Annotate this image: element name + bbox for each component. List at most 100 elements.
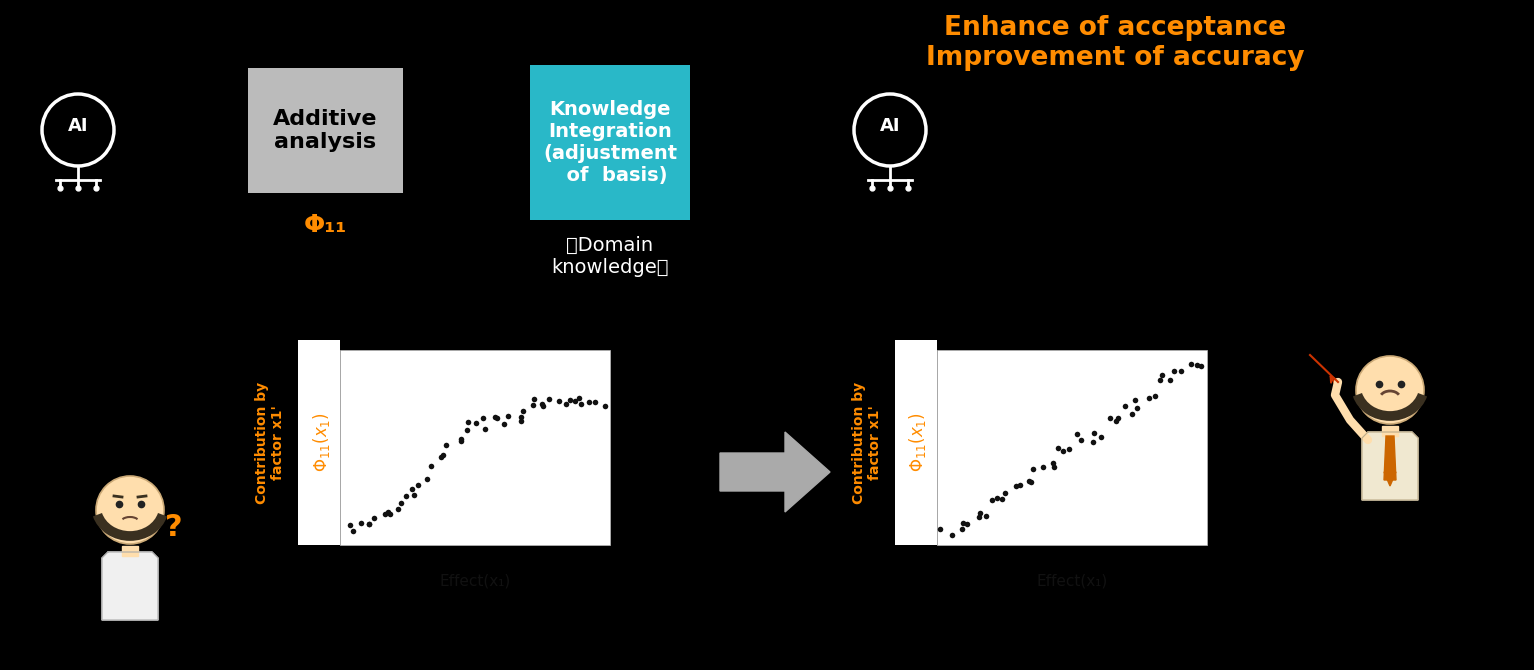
Point <box>454 425 479 436</box>
Text: Additive
analysis: Additive analysis <box>273 109 377 152</box>
Point <box>1150 369 1175 380</box>
Point <box>448 433 472 444</box>
Point <box>377 509 402 520</box>
Polygon shape <box>1384 472 1396 486</box>
Point <box>537 394 561 405</box>
Text: 【Domain
knowledge】: 【Domain knowledge】 <box>551 236 669 277</box>
Point <box>577 397 601 407</box>
Point <box>1081 427 1106 438</box>
Point <box>554 398 578 409</box>
Text: AI: AI <box>881 117 900 135</box>
Point <box>356 519 380 529</box>
Point <box>1112 401 1137 411</box>
Point <box>456 416 480 427</box>
Point <box>483 411 508 422</box>
Point <box>1003 480 1028 491</box>
Point <box>980 494 1005 505</box>
Point <box>387 504 411 515</box>
Circle shape <box>97 476 164 544</box>
Point <box>373 509 397 519</box>
Point <box>568 393 592 403</box>
Text: $\Phi_{11}(x_1)$: $\Phi_{11}(x_1)$ <box>908 413 928 472</box>
Polygon shape <box>1362 432 1417 500</box>
Point <box>1031 462 1055 472</box>
Point <box>407 480 431 490</box>
Text: Knowledge
Integration
(adjustment
  of  basis): Knowledge Integration (adjustment of bas… <box>543 100 676 185</box>
Point <box>563 396 588 407</box>
Point <box>341 525 365 536</box>
Point <box>992 488 1017 498</box>
Point <box>1178 358 1203 369</box>
Point <box>989 494 1014 505</box>
Point <box>416 474 440 484</box>
FancyBboxPatch shape <box>249 68 403 193</box>
Point <box>419 460 443 471</box>
Point <box>1098 413 1123 423</box>
Point <box>362 512 387 523</box>
Point <box>388 497 413 508</box>
Point <box>485 413 509 423</box>
Point <box>1081 436 1106 447</box>
Point <box>472 423 497 434</box>
Text: Contribution by
factor x1': Contribution by factor x1' <box>255 381 285 504</box>
Point <box>471 413 495 423</box>
Point <box>1124 403 1149 413</box>
Point <box>1019 477 1043 488</box>
Point <box>1089 432 1114 443</box>
Point <box>400 483 425 494</box>
Point <box>939 530 963 541</box>
Point <box>1046 443 1071 454</box>
FancyBboxPatch shape <box>894 340 937 545</box>
Point <box>1042 461 1066 472</box>
Polygon shape <box>1382 426 1397 436</box>
Point <box>531 400 555 411</box>
Point <box>928 524 953 535</box>
Polygon shape <box>101 552 158 620</box>
Text: Effect(x₁): Effect(x₁) <box>1037 573 1108 588</box>
Point <box>583 397 607 408</box>
Point <box>558 395 583 405</box>
Point <box>974 511 999 522</box>
Point <box>430 450 454 460</box>
Polygon shape <box>1384 436 1396 480</box>
Point <box>1157 375 1181 385</box>
Point <box>1123 395 1147 406</box>
Point <box>448 436 472 446</box>
Point <box>1143 391 1167 401</box>
Point <box>394 490 419 501</box>
Point <box>434 440 459 450</box>
Point <box>968 507 992 518</box>
Point <box>509 416 534 427</box>
Point <box>1104 415 1129 426</box>
Point <box>1184 360 1209 371</box>
Point <box>985 492 1009 503</box>
Circle shape <box>1356 356 1424 424</box>
FancyBboxPatch shape <box>298 340 341 545</box>
Point <box>522 400 546 411</box>
Point <box>594 401 618 411</box>
Point <box>1120 409 1144 419</box>
Point <box>463 417 488 428</box>
Text: Effect(x₁): Effect(x₁) <box>439 573 511 588</box>
Point <box>1169 366 1193 377</box>
Point <box>428 452 453 462</box>
Point <box>529 399 554 409</box>
Polygon shape <box>123 546 138 556</box>
Point <box>548 395 572 406</box>
Point <box>509 412 534 423</box>
Point <box>1137 392 1161 403</box>
Text: AI: AI <box>67 117 89 135</box>
Text: Φ₁₁: Φ₁₁ <box>304 213 347 237</box>
Point <box>1042 457 1066 468</box>
Point <box>954 519 979 529</box>
Point <box>1020 464 1045 475</box>
Point <box>1189 360 1213 371</box>
Point <box>522 394 546 405</box>
Point <box>966 511 991 522</box>
Text: Enhance of acceptance
Improvement of accuracy: Enhance of acceptance Improvement of acc… <box>925 15 1304 71</box>
Point <box>1147 375 1172 385</box>
Point <box>491 419 515 429</box>
Point <box>356 518 380 529</box>
FancyBboxPatch shape <box>341 350 611 545</box>
FancyBboxPatch shape <box>937 350 1207 545</box>
